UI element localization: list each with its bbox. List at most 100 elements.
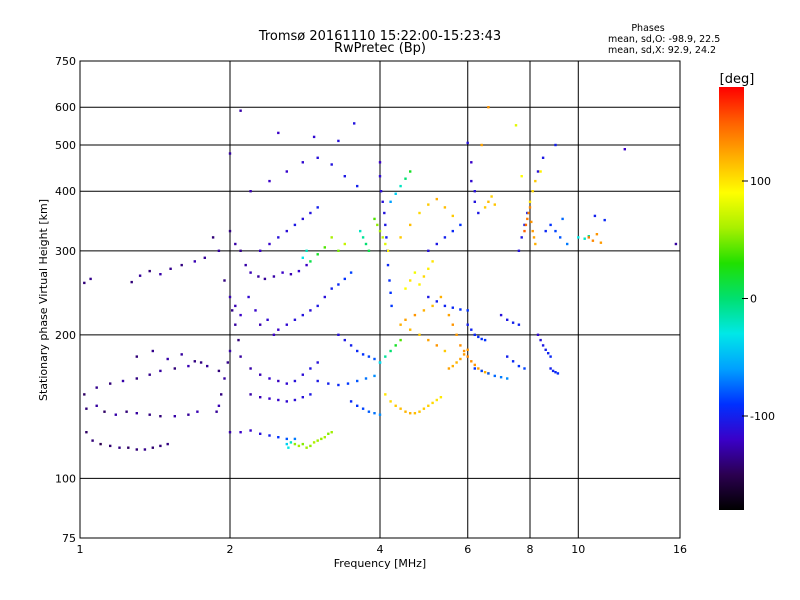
data-point [293,398,297,402]
data-point [343,277,346,281]
data-point [544,348,547,351]
data-point [427,249,430,252]
data-point [399,236,402,239]
data-point [285,437,288,441]
data-point [244,263,247,267]
data-point [343,175,346,178]
data-point [595,233,599,236]
data-point [455,333,458,336]
data-point [323,295,326,299]
data-point [466,355,469,358]
data-point [305,446,308,449]
data-point [517,249,521,252]
data-point [418,410,421,413]
data-point [297,269,301,273]
data-point [159,273,162,276]
data-point [373,412,376,415]
data-point [451,323,454,326]
data-point [277,236,280,239]
data-point [511,321,515,324]
data-point [447,313,451,317]
data-point [249,190,252,193]
data-point [367,249,371,252]
data-point [389,349,392,353]
data-point [517,323,521,326]
data-point [83,393,86,396]
data-point [623,148,626,151]
data-point [217,249,221,252]
data-point [435,197,438,201]
data-point [383,211,386,215]
data-point [447,367,451,370]
data-point [544,229,547,233]
data-point [203,256,206,259]
data-point [483,206,487,209]
data-point [443,236,447,239]
data-point [373,357,376,361]
data-point [309,211,312,215]
data-point [359,229,362,233]
data-point [268,179,271,183]
data-point [528,200,532,203]
data-point [312,441,316,444]
data-point [477,211,480,215]
data-point [493,203,496,206]
y-tick-label: 750 [55,55,76,68]
data-point [239,431,242,434]
data-point [301,373,304,376]
data-point [305,263,308,267]
data-point [517,364,521,368]
data-point [249,271,252,274]
data-point [524,223,528,227]
data-point [301,161,304,164]
data-point [361,407,365,410]
data-point [386,263,390,267]
data-point [159,415,162,418]
data-point [228,349,232,353]
data-point [305,249,308,252]
data-point [473,333,476,336]
x-tick-label: 2 [227,543,234,556]
data-point [514,124,518,127]
data-point [431,401,434,405]
data-point [277,436,280,439]
data-point [389,200,392,203]
data-point [506,355,509,358]
data-point [483,371,487,374]
data-point [593,214,597,218]
data-point [356,349,359,353]
data-point [427,338,430,342]
data-point [259,249,262,252]
data-point [487,106,490,109]
data-point [561,217,564,221]
data-point [285,442,288,446]
data-point [309,309,312,312]
x-axis-label: Frequency [MHz] [334,557,426,570]
data-point [361,236,365,239]
data-point [125,410,128,413]
data-point [409,412,412,415]
data-point [384,393,387,396]
x-tick-label: 10 [571,543,585,556]
data-point [193,360,196,363]
data-point [327,432,330,435]
data-point [285,170,288,173]
data-point [554,371,557,374]
data-point [316,156,319,159]
data-point [320,437,323,441]
data-point [378,229,382,233]
data-point [323,436,326,439]
data-point [268,377,271,380]
x-tick-label: 6 [464,543,471,556]
data-point [301,217,304,221]
data-point [220,393,223,396]
data-point [526,211,529,215]
data-point [603,218,606,222]
data-point [379,190,383,193]
y-axis-label: Stationary phase Virtual Height [km] [37,199,50,401]
data-point [217,404,221,407]
data-point [409,279,412,282]
data-point [226,361,229,364]
data-point [103,410,106,413]
y-axis-ticks: 75 100 200 300 400 500 600 750 [55,55,76,545]
